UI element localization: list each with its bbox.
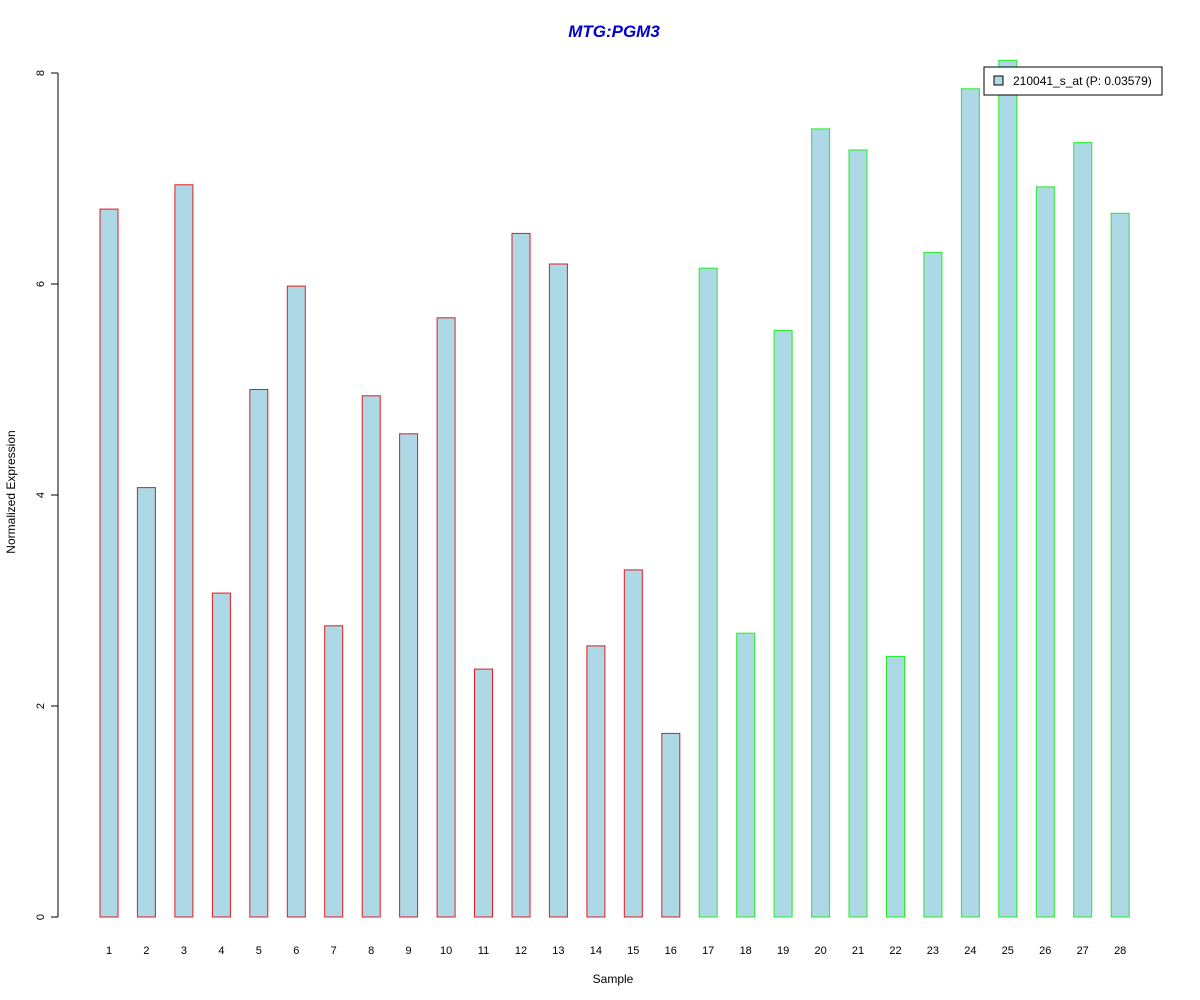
bar-sample-28: [1110, 212, 1130, 918]
x-tick-label: 15: [627, 945, 639, 957]
x-tick-label: 8: [368, 945, 374, 957]
x-tick-label: 10: [440, 945, 452, 957]
y-tick-label: 6: [35, 281, 47, 287]
x-tick-label: 24: [964, 945, 976, 957]
x-tick-label: 23: [927, 945, 939, 957]
x-axis-ticks: 1 2 3 4 5 6 7 8 9 10 11 12 13 14 15 16 17 18 19 20 21 22 23 24 2…: [106, 945, 1126, 957]
bar-sample-24: [960, 88, 980, 918]
bar-sample-5: [249, 389, 269, 918]
bar-sample-25: [998, 59, 1018, 918]
bar-sample-22: [886, 655, 905, 918]
y-axis-label: Normalized Expression: [4, 430, 18, 553]
x-tick-label: 2: [143, 945, 149, 957]
bar-sample-9: [399, 433, 419, 918]
bar-sample-18: [736, 632, 756, 918]
y-tick-label: 2: [35, 703, 47, 709]
bar-sample-17: [698, 267, 718, 918]
x-tick-label: 22: [889, 945, 901, 957]
x-tick-label: 18: [740, 945, 752, 957]
legend: 210041_s_at (P: 0.03579): [983, 66, 1163, 96]
x-axis-label: Sample: [593, 972, 634, 986]
bar-sample-3: [174, 184, 194, 918]
x-tick-label: 13: [552, 945, 564, 957]
bars: [99, 59, 1130, 918]
x-tick-label: 9: [406, 945, 412, 957]
x-tick-label: 25: [1002, 945, 1014, 957]
bar-sample-16: [661, 732, 681, 918]
x-tick-label: 21: [852, 945, 864, 957]
x-tick-label: 19: [777, 945, 789, 957]
x-tick-label: 1: [106, 945, 112, 957]
x-tick-label: 3: [181, 945, 187, 957]
legend-swatch: [993, 75, 1004, 86]
y-tick-label: 4: [35, 492, 47, 498]
x-tick-label: 26: [1039, 945, 1051, 957]
bar-sample-13: [548, 263, 568, 918]
x-tick-label: 12: [515, 945, 527, 957]
bar-sample-20: [811, 128, 831, 918]
x-tick-label: 5: [256, 945, 262, 957]
x-tick-label: 14: [590, 945, 602, 957]
y-tick-label: 8: [35, 70, 47, 76]
bar-sample-26: [1035, 186, 1055, 918]
legend-box: [983, 66, 1163, 96]
bar-sample-11: [474, 668, 493, 918]
bar-sample-14: [586, 645, 606, 918]
bar-sample-12: [511, 232, 531, 918]
x-tick-label: 20: [814, 945, 826, 957]
bar-sample-23: [923, 251, 943, 918]
bar-sample-8: [361, 395, 381, 918]
x-tick-label: 17: [702, 945, 714, 957]
y-tick-label: 0: [35, 914, 47, 920]
x-tick-label: 4: [218, 945, 224, 957]
bar-sample-15: [623, 569, 643, 918]
bar-sample-19: [773, 329, 793, 918]
bar-sample-10: [436, 317, 456, 918]
chart-title: MTG:PGM3: [568, 22, 660, 41]
x-tick-label: 6: [293, 945, 299, 957]
bar-sample-7: [324, 625, 344, 918]
bar-sample-27: [1073, 142, 1093, 918]
bar-sample-2: [136, 487, 156, 918]
x-tick-label: 28: [1114, 945, 1126, 957]
bar-sample-1: [99, 208, 119, 918]
bar-sample-6: [286, 285, 306, 918]
x-tick-label: 16: [665, 945, 677, 957]
legend-entry: 210041_s_at (P: 0.03579): [1013, 74, 1152, 88]
y-axis: 0 2 4 6 8: [35, 70, 59, 920]
x-tick-label: 27: [1077, 945, 1089, 957]
bar-sample-4: [211, 592, 231, 918]
x-tick-label: 7: [331, 945, 337, 957]
x-tick-label: 11: [478, 945, 489, 957]
bar-sample-21: [848, 149, 868, 918]
